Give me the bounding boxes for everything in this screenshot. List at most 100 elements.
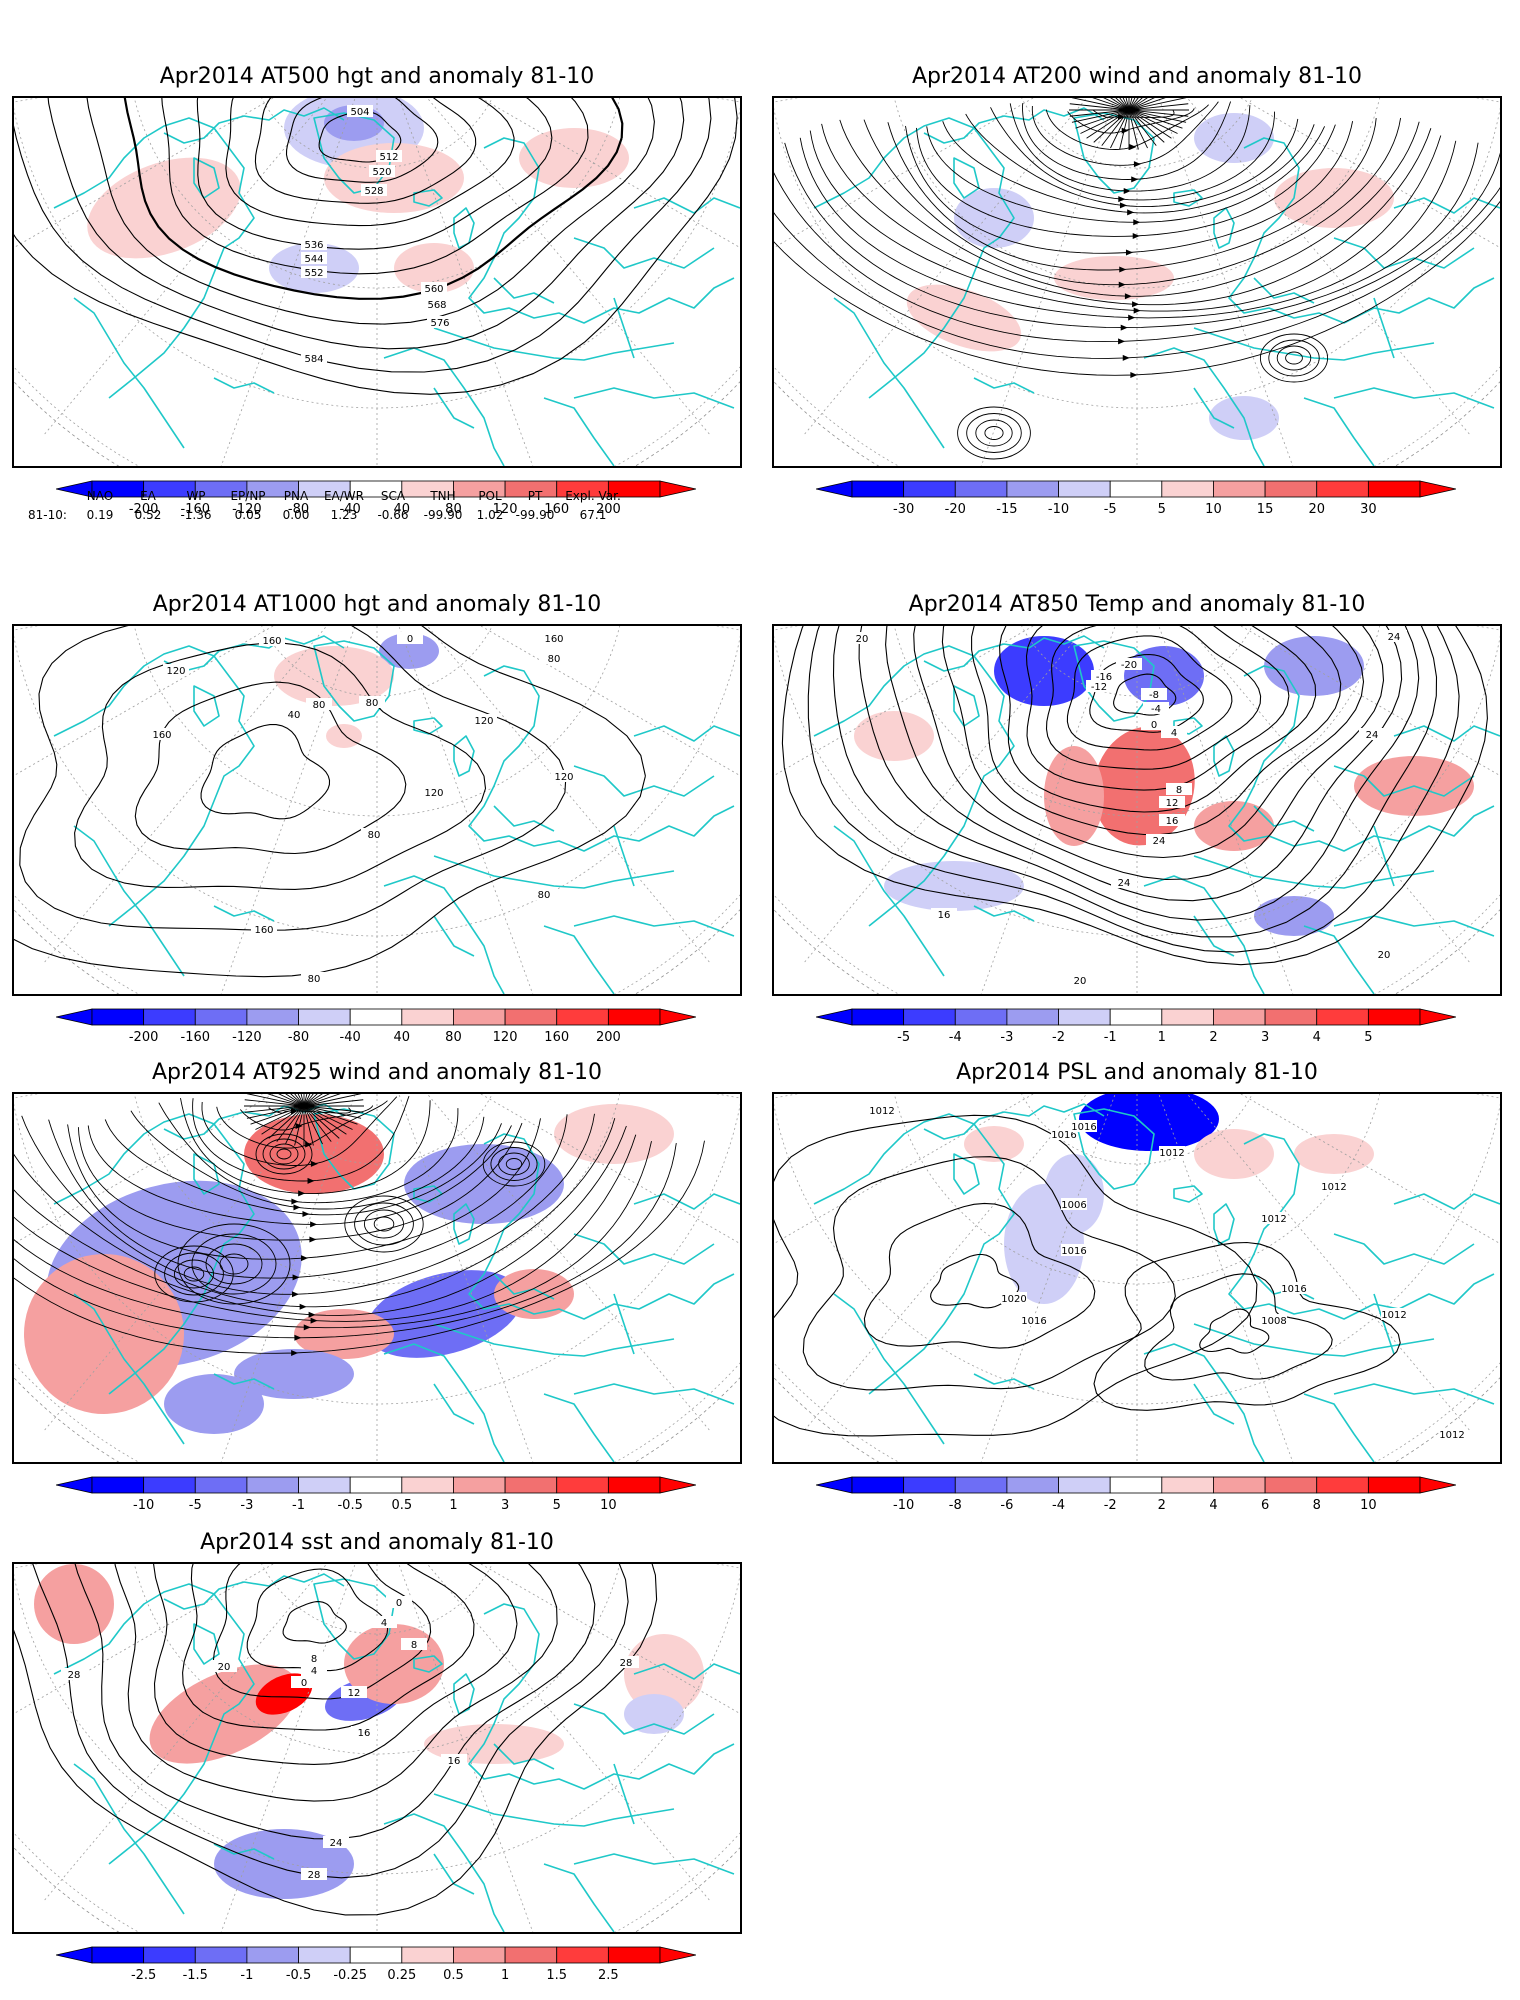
streamline-convergence xyxy=(1128,109,1183,129)
anomaly-shading xyxy=(87,157,241,259)
index-header: SCA xyxy=(380,489,406,503)
colorbar-tick-label: -5 xyxy=(897,1030,911,1045)
streamlines xyxy=(14,1094,705,1356)
contour-label: 8 xyxy=(311,1654,317,1665)
colorbar-tick-label: 1 xyxy=(500,1968,510,1983)
colorbar-swatch xyxy=(1109,480,1163,498)
wind-arrow xyxy=(310,1160,318,1167)
colorbar-swatch xyxy=(1264,480,1318,498)
colorbar-swatch xyxy=(1058,480,1111,498)
contour-label: 0 xyxy=(407,634,413,645)
index-value: 1.02 xyxy=(476,508,504,522)
colorbar-swatch xyxy=(401,1008,454,1026)
colorbar-swatch xyxy=(1367,1008,1421,1026)
colorbar-arrow-high xyxy=(659,1946,696,1964)
colorbar-tick-label: -40 xyxy=(339,1030,361,1045)
map-at200[interactable] xyxy=(772,96,1502,468)
panel-title: Apr2014 AT925 wind and anomaly 81-10 xyxy=(151,1060,603,1085)
colorbar-swatch xyxy=(851,480,905,498)
colorbar-swatch xyxy=(298,1008,351,1026)
contour-label-bg xyxy=(1321,1180,1347,1192)
streamline-convergence xyxy=(1128,98,1143,111)
anomaly-shading xyxy=(624,1694,684,1734)
contour-label: 16 xyxy=(1166,816,1179,827)
anomaly-shading xyxy=(1194,1129,1274,1179)
contour-label-bg xyxy=(541,652,567,664)
streamline-convergence xyxy=(1119,109,1130,150)
streamline-convergence xyxy=(244,1099,305,1107)
anomaly-shading xyxy=(24,1254,184,1414)
contour-label: 20 xyxy=(1074,976,1087,987)
wind-arrow xyxy=(1125,249,1133,256)
wind-arrow xyxy=(293,1204,301,1211)
contour-label: 0 xyxy=(396,1598,402,1609)
contour-label-bg xyxy=(1061,1244,1087,1256)
wind-arrow xyxy=(1129,144,1137,151)
colorbar-swatches xyxy=(816,480,1456,498)
contour-label: 80 xyxy=(548,654,561,665)
contour-label: 80 xyxy=(308,974,321,985)
wind-arrow xyxy=(307,1177,315,1184)
anomaly-shading xyxy=(1044,746,1104,846)
colorbar-tick-label: -5 xyxy=(1103,502,1117,517)
colorbar-swatch xyxy=(1213,1008,1266,1026)
colorbar-tick-label: 2 xyxy=(1209,1030,1218,1045)
wind-arrow xyxy=(1128,314,1136,321)
contour-label-bg xyxy=(1141,718,1167,730)
streamline-convergence xyxy=(1115,98,1130,111)
panel-title: Apr2014 PSL and anomaly 81-10 xyxy=(956,1060,1318,1085)
map-sst[interactable]: 28 20 0 4 8 12 16 16 24 28 28 0 4 8 xyxy=(12,1562,742,1934)
contour-label: 4 xyxy=(1171,728,1177,739)
map-psl[interactable]: 1012 1016 1016 1012 1006 1016 1020 1016 1012 1012… xyxy=(772,1092,1502,1464)
anomaly-shading xyxy=(324,143,464,213)
contour-label: 568 xyxy=(427,300,446,311)
streamline-convergence xyxy=(1128,98,1136,111)
contour-label: 120 xyxy=(424,788,443,799)
streamline-convergence xyxy=(1103,98,1130,111)
contour-label-bg xyxy=(301,972,327,984)
anomaly-shading xyxy=(1254,896,1334,936)
contour-label-bg xyxy=(1001,1292,1027,1304)
contour-label: -12 xyxy=(1091,682,1107,693)
colorbar-tick-label: -2.5 xyxy=(130,1968,157,1983)
colorbar-arrow-high xyxy=(659,480,696,498)
contour-label-bg xyxy=(1071,1120,1097,1132)
streamline-convergence xyxy=(1128,98,1139,111)
streamline-convergence xyxy=(1110,109,1130,149)
anomaly-shading xyxy=(34,1564,114,1644)
map-at850[interactable]: 20 24 -20 -16 -12 -8 -4 0 4 8 12 16 24 24 16 24 20 20 xyxy=(772,624,1502,996)
colorbar-tick-label: -1 xyxy=(292,1498,306,1513)
map-at500[interactable]: 504 512 520 528 536 544 552 560 568 576 584 xyxy=(12,96,742,468)
colorbar-swatch xyxy=(298,1946,351,1964)
streamline-convergence xyxy=(300,1094,305,1107)
colorbar-arrow-low xyxy=(816,1008,853,1026)
colorbar-swatch xyxy=(349,1946,403,1964)
streamline-convergence xyxy=(244,1105,305,1113)
wind-arrow xyxy=(294,1334,302,1341)
streamlines xyxy=(774,98,1500,378)
index-header: WP xyxy=(186,489,206,503)
colorbar-tick-label: -4 xyxy=(948,1030,962,1045)
contour-label: 8 xyxy=(411,1640,417,1651)
colorbar-arrow-high xyxy=(659,1476,696,1494)
contour-label-bg xyxy=(369,165,395,177)
contour-label: 120 xyxy=(474,716,493,727)
contour-label-bg xyxy=(1141,688,1167,700)
contour-label: 12 xyxy=(348,1688,361,1699)
colorbar-swatch xyxy=(143,1476,196,1494)
streamline-convergence xyxy=(1128,103,1189,111)
streamline-convergence xyxy=(1128,98,1187,111)
colorbar-tick-label: 2.5 xyxy=(598,1968,619,1983)
colorbar-tick-label: 80 xyxy=(445,1030,462,1045)
streamline-convergence xyxy=(246,1105,305,1119)
contour-label: 560 xyxy=(424,284,443,295)
streamline-convergence xyxy=(303,1105,353,1130)
contour-label-bg xyxy=(1371,948,1397,960)
map-at1000[interactable]: 160 120 0 40 80 80 160 80 160 120 120 80 160 120 80 80 xyxy=(12,624,742,996)
contour-label-bg xyxy=(163,664,189,676)
contour-label: 24 xyxy=(1153,836,1166,847)
wind-arrow xyxy=(310,1317,318,1324)
contour-label: 1012 xyxy=(869,1106,894,1117)
map-at925[interactable] xyxy=(12,1092,742,1464)
colorbar-swatch xyxy=(1006,1476,1059,1494)
